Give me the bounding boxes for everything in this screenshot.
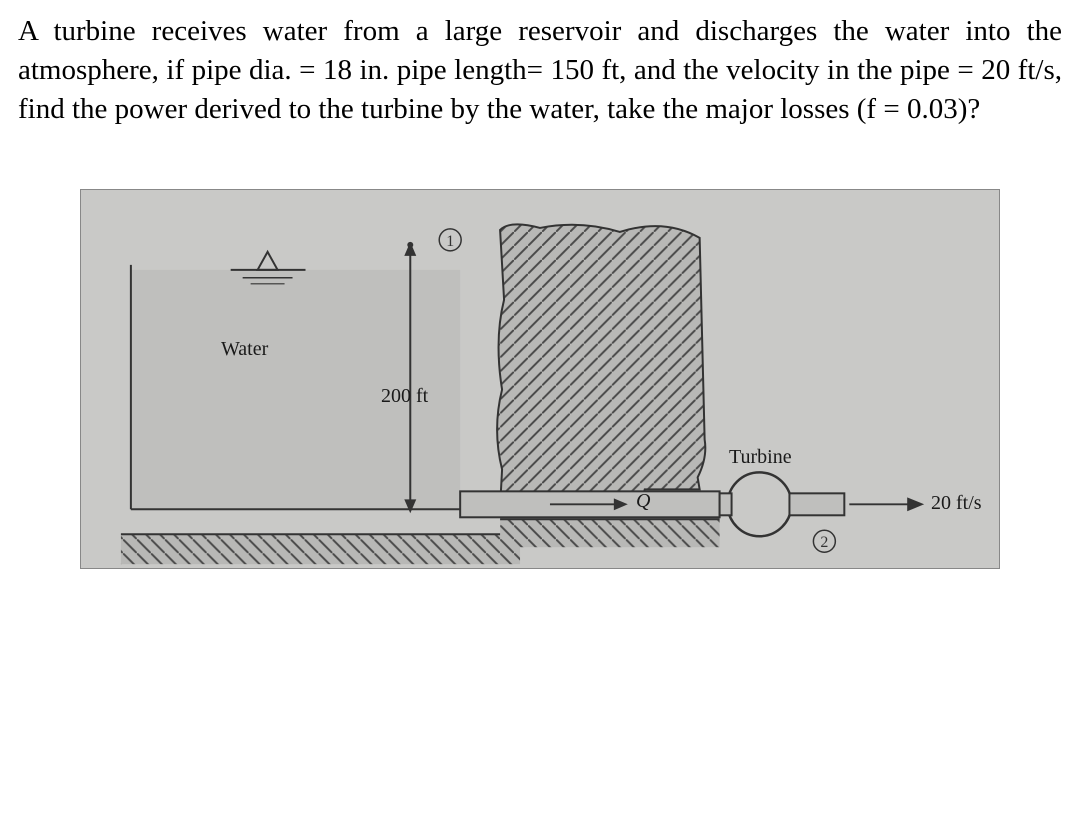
label-water: Water — [221, 338, 268, 361]
label-velocity: 20 ft/s — [931, 492, 982, 515]
label-height: 200 ft — [381, 385, 428, 408]
problem-statement: A turbine receives water from a large re… — [18, 12, 1062, 129]
svg-text:1: 1 — [446, 233, 454, 250]
label-turbine: Turbine — [729, 446, 792, 469]
figure-container: 1 2 Water 200 ft Turbine 20 ft/s Q — [80, 189, 1000, 569]
svg-text:2: 2 — [820, 535, 828, 552]
label-flow: Q — [636, 490, 650, 513]
turbine-diagram: 1 2 — [81, 190, 999, 569]
